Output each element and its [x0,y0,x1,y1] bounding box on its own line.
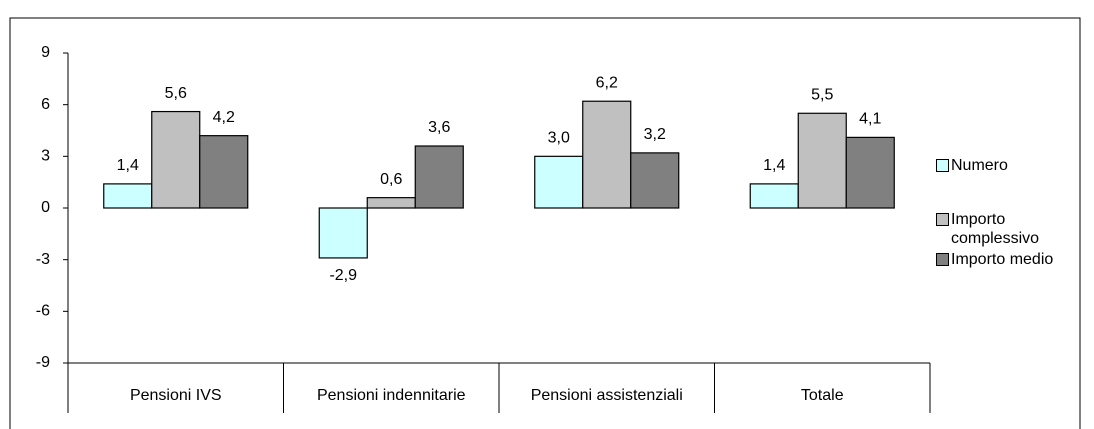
legend-label: Importo medio [951,251,1054,268]
value-label: 4,1 [859,111,881,128]
bar [797,112,847,209]
legend-swatch [936,159,949,172]
bar [414,145,464,209]
bar [749,183,799,209]
y-tick-label: -3 [36,251,50,268]
value-label: -2,9 [329,267,357,284]
legend-item: Numero [936,156,1081,175]
bar [582,100,632,209]
y-tick-label: 0 [41,199,50,216]
bar [103,183,153,209]
value-label: 3,2 [644,126,666,143]
bar [199,135,249,209]
y-tick-label: 6 [41,96,50,113]
bar [630,152,680,209]
value-label: 6,2 [596,74,618,91]
x-tick-label: Pensioni assistenziali [531,387,683,404]
frame [9,17,1081,429]
x-tick-label: Pensioni IVS [130,387,222,404]
bar [318,207,368,259]
legend-swatch [936,253,949,266]
bar [534,155,584,209]
value-label: 3,0 [548,130,570,147]
legend-item: Importo medio [936,250,1081,269]
legend-item: Importo complessivo [936,210,1081,248]
value-label: 5,6 [165,85,187,102]
x-tick-label: Totale [801,387,844,404]
x-tick-label: Pensioni indennitarie [317,387,466,404]
value-label: 4,2 [213,109,235,126]
value-label: 1,4 [763,157,785,174]
y-tick-label: -6 [36,303,50,320]
legend-label: Numero [951,157,1008,174]
y-tick-label: -9 [36,354,50,371]
value-label: 3,6 [428,119,450,136]
legend-label: Importo complessivo [951,211,1040,247]
y-tick-label: 9 [41,44,50,61]
value-label: 5,5 [811,86,833,103]
value-label: 1,4 [117,157,139,174]
bar [151,110,201,209]
bar [845,136,895,209]
y-tick-label: 3 [41,148,50,165]
bar [366,197,416,209]
legend-swatch [936,213,949,226]
value-label: 0,6 [380,171,402,188]
